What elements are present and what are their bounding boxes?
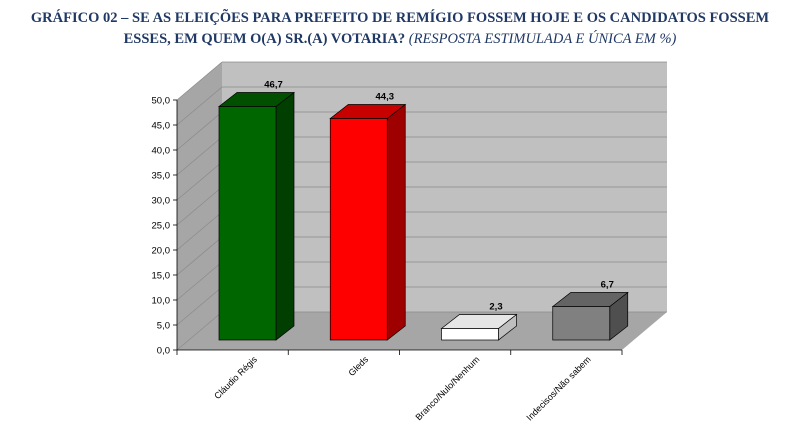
bar-front <box>441 328 499 341</box>
bar-side <box>275 91 295 341</box>
data-label: 46,7 <box>264 80 283 91</box>
gridline-side <box>176 111 223 151</box>
bar-front <box>218 106 277 341</box>
y-tick-label: 10,0 <box>152 296 171 307</box>
category-label: Branco/Nulo/Nenhum <box>413 354 481 422</box>
bar-front <box>329 118 388 341</box>
y-tick-label: 20,0 <box>152 246 171 257</box>
bars: 46,7 44,3 2,3 6,7 <box>217 80 629 341</box>
gridline-side <box>176 236 223 276</box>
x-axis: Cláudio Régis Gleds Branco/Nulo/Nenhum Inde… <box>176 349 623 423</box>
gridline-side <box>176 311 223 351</box>
data-label: 44,3 <box>376 92 395 103</box>
chart-title: GRÁFICO 02 – SE AS ELEIÇÕES PARA PREFEIT… <box>0 8 800 50</box>
y-tick-label: 30,0 <box>152 196 171 207</box>
gridline-side <box>176 161 223 201</box>
title-line-2: ESSES, EM QUEM O(A) SR.(A) VOTARIA? (RES… <box>0 29 800 50</box>
title-line-1: GRÁFICO 02 – SE AS ELEIÇÕES PARA PREFEIT… <box>30 10 770 26</box>
bar-side <box>386 103 406 341</box>
y-tick-label: 0,0 <box>157 346 170 357</box>
data-label: 2,3 <box>489 302 502 313</box>
title-question: ESSES, EM QUEM O(A) SR.(A) VOTARIA? <box>123 31 406 47</box>
gridline-side <box>176 261 223 301</box>
bar-front <box>552 306 611 341</box>
y-axis: 0,0 5,0 10,0 15,0 20,0 25,0 30,0 35,0 40,0 45,0 50… <box>152 96 178 357</box>
bar: 2,3 <box>440 302 518 341</box>
gridline-side <box>176 286 223 326</box>
gridline-side <box>176 211 223 251</box>
gridline-side <box>176 86 223 126</box>
y-tick-label: 25,0 <box>152 221 171 232</box>
y-tick-label: 5,0 <box>157 321 170 332</box>
category-label: Gleds <box>346 354 370 378</box>
category-label: Indecisos/Não sabem <box>524 354 592 422</box>
bar: 6,7 <box>551 280 629 341</box>
y-tick-label: 15,0 <box>152 271 171 282</box>
category-label: Cláudio Régis <box>212 354 259 401</box>
y-tick-label: 40,0 <box>152 146 171 157</box>
bar: 46,7 <box>217 80 296 341</box>
gridlines <box>176 61 667 351</box>
gridline-side <box>176 136 223 176</box>
bar: 44,3 <box>329 92 407 341</box>
gridline-side <box>176 186 223 226</box>
title-subtitle: (RESPOSTA ESTIMULADA E ÚNICA EM %) <box>408 31 677 47</box>
y-tick-label: 35,0 <box>152 171 171 182</box>
y-tick-label: 45,0 <box>152 121 171 132</box>
gridline-side <box>176 61 223 101</box>
data-label: 6,7 <box>601 280 614 291</box>
floor <box>177 312 667 350</box>
y-tick-label: 50,0 <box>152 96 171 107</box>
